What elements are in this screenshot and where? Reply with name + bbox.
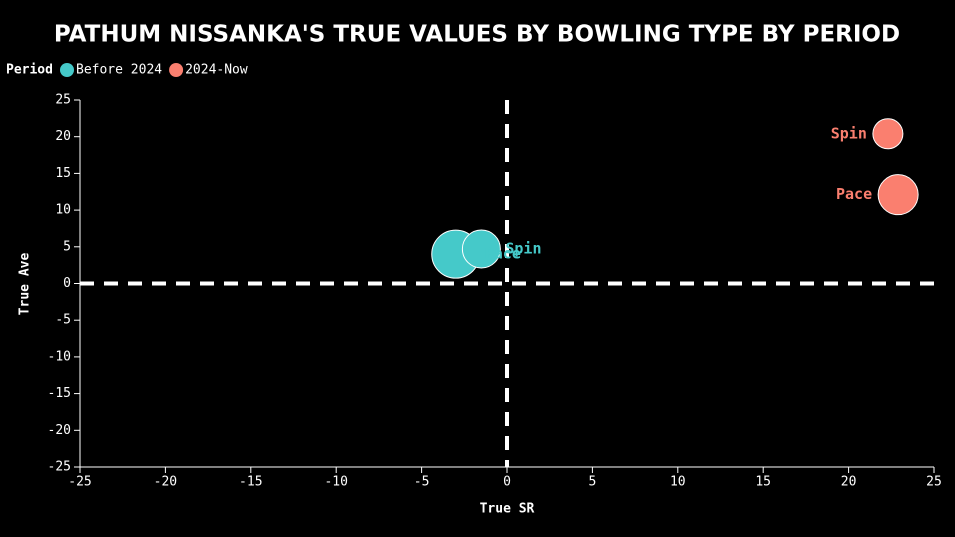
y-axis-label: True Ave (18, 253, 33, 316)
x-tick-label: 0 (503, 475, 511, 490)
legend-title: Period (6, 63, 53, 78)
bubble (877, 174, 919, 216)
legend-swatch (60, 63, 74, 77)
y-tick-label: -25 (48, 460, 71, 475)
point-label: Spin (831, 124, 867, 142)
y-tick-label: 15 (55, 166, 71, 181)
bubble (461, 229, 501, 269)
x-tick-label: 10 (670, 475, 686, 490)
legend-swatch (169, 63, 184, 77)
bubble (872, 118, 904, 150)
y-tick-label: -20 (48, 423, 71, 438)
point-label: Spin (505, 240, 541, 258)
x-tick-label: -20 (154, 475, 177, 490)
x-tick-label: 25 (926, 475, 942, 490)
y-tick-label: -5 (55, 313, 71, 328)
x-tick-label: -25 (68, 475, 91, 490)
point-label: Pace (485, 245, 521, 263)
chart-title: PATHUM NISSANKA'S TRUE VALUES BY BOWLING… (54, 22, 900, 48)
x-tick-label: -15 (239, 475, 262, 490)
legend-label: Before 2024 (76, 63, 162, 78)
x-tick-label: -5 (414, 475, 430, 490)
y-tick-label: -10 (48, 349, 71, 364)
x-tick-label: 5 (588, 475, 596, 490)
y-tick-label: 0 (63, 276, 71, 291)
x-axis-label: True SR (480, 502, 535, 517)
legend-label: 2024-Now (185, 63, 248, 78)
y-tick-label: 20 (55, 129, 71, 144)
y-tick-label: 5 (63, 239, 71, 254)
y-tick-label: -15 (48, 386, 71, 401)
x-tick-label: 20 (841, 475, 857, 490)
x-tick-label: -10 (324, 475, 347, 490)
x-tick-label: 15 (755, 475, 771, 490)
y-tick-label: 10 (55, 203, 71, 218)
point-label: Pace (836, 185, 872, 203)
y-tick-label: 25 (55, 93, 71, 108)
